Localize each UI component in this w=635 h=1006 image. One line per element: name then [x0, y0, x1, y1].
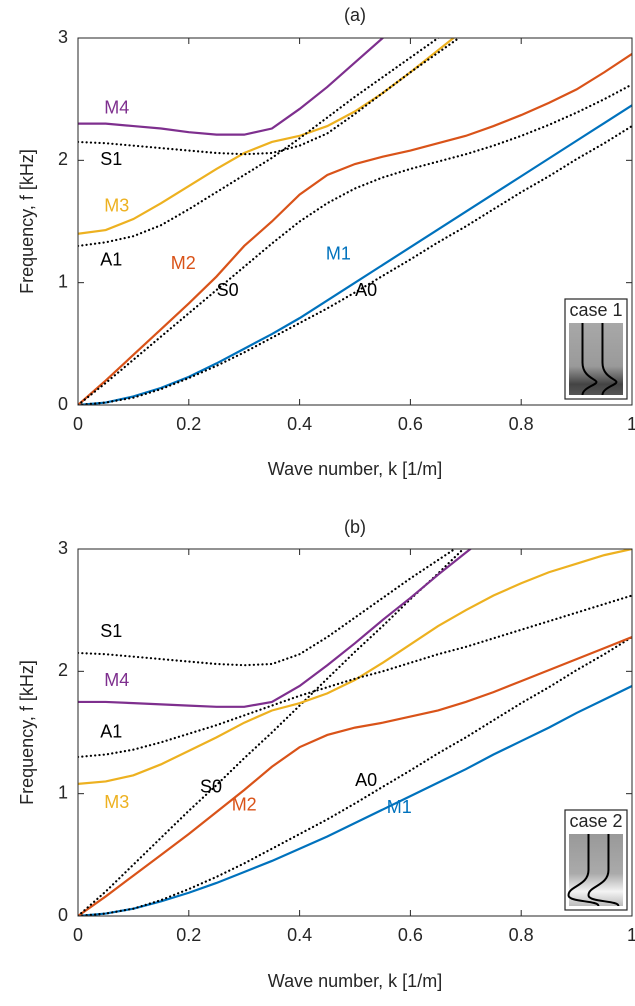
series-line [78, 635, 632, 916]
series-label: M1 [387, 797, 412, 817]
x-axis-label: Wave number, k [1/m] [268, 971, 442, 991]
x-tick-label: 0.4 [287, 925, 312, 945]
y-axis-label: Frequency, f [kHz] [17, 660, 37, 805]
x-tick-label: 0.4 [287, 414, 312, 434]
y-tick-label: 0 [58, 394, 68, 414]
series-label: S0 [217, 280, 239, 300]
series-line [78, 549, 632, 785]
series-label: S1 [100, 621, 122, 641]
subplot: (a) Wave number, k [1/m] Frequency, f [kHz… [17, 5, 635, 479]
series-line [78, 549, 473, 708]
series-line [78, 38, 385, 136]
inset-label: case 1 [569, 300, 622, 320]
series-line [78, 636, 632, 916]
inset-image [569, 834, 623, 906]
y-tick-label: 3 [58, 27, 68, 47]
inset-curve [587, 834, 620, 907]
x-axis-label: Wave number, k [1/m] [268, 459, 442, 479]
series-line [78, 52, 632, 405]
series-label: A0 [355, 770, 377, 790]
series-label: A1 [100, 721, 122, 741]
series-line [78, 38, 461, 156]
series-line [78, 549, 457, 667]
y-axis-label: Frequency, f [kHz] [17, 149, 37, 294]
series-label: M1 [326, 243, 351, 263]
y-tick-label: 2 [58, 660, 68, 680]
x-tick-label: 0.2 [176, 414, 201, 434]
series-label: M2 [232, 795, 257, 815]
series-line [78, 594, 632, 759]
x-tick-label: 1 [627, 925, 635, 945]
axes-frame [77, 37, 633, 406]
series-label: M2 [171, 253, 196, 273]
inset: case 2 [564, 809, 628, 911]
x-tick-label: 0.6 [398, 414, 423, 434]
series-line [78, 38, 441, 248]
series-label: S1 [100, 149, 122, 169]
plot-area [78, 38, 632, 405]
x-tick-label: 0 [73, 925, 83, 945]
series-line [78, 104, 632, 405]
inset: case 1 [564, 298, 628, 400]
series-line [78, 83, 632, 405]
series-label: M3 [104, 196, 129, 216]
chart-title: (b) [344, 517, 366, 537]
x-tick-label: 0.6 [398, 925, 423, 945]
y-tick-label: 1 [58, 271, 68, 291]
plot-area [78, 549, 632, 916]
lines [78, 38, 632, 405]
series-line [78, 124, 632, 405]
lines [78, 549, 632, 916]
y-tick-label: 0 [58, 905, 68, 925]
x-tick-label: 0.8 [509, 925, 534, 945]
inset-curve [567, 834, 600, 907]
subplot: (b) Wave number, k [1/m] Frequency, f [kHz… [17, 517, 635, 991]
inset-label: case 2 [569, 811, 622, 831]
y-tick-label: 2 [58, 149, 68, 169]
y-tick-label: 1 [58, 782, 68, 802]
series-label: A1 [100, 249, 122, 269]
x-tick-label: 0.2 [176, 925, 201, 945]
series-label: S0 [200, 776, 222, 796]
inset-curve [581, 323, 598, 396]
x-tick-label: 0.8 [509, 414, 534, 434]
axes-frame [77, 548, 633, 917]
x-tick-label: 1 [627, 414, 635, 434]
series-label: M4 [104, 98, 129, 118]
y-tick-label: 3 [58, 538, 68, 558]
series-label: M3 [104, 792, 129, 812]
x-tick-label: 0 [73, 414, 83, 434]
series-line [78, 549, 465, 916]
series-line [78, 685, 632, 916]
series-label: M4 [104, 670, 129, 690]
series-label: A0 [355, 280, 377, 300]
inset-curve [601, 323, 618, 396]
chart-title: (a) [344, 5, 366, 25]
